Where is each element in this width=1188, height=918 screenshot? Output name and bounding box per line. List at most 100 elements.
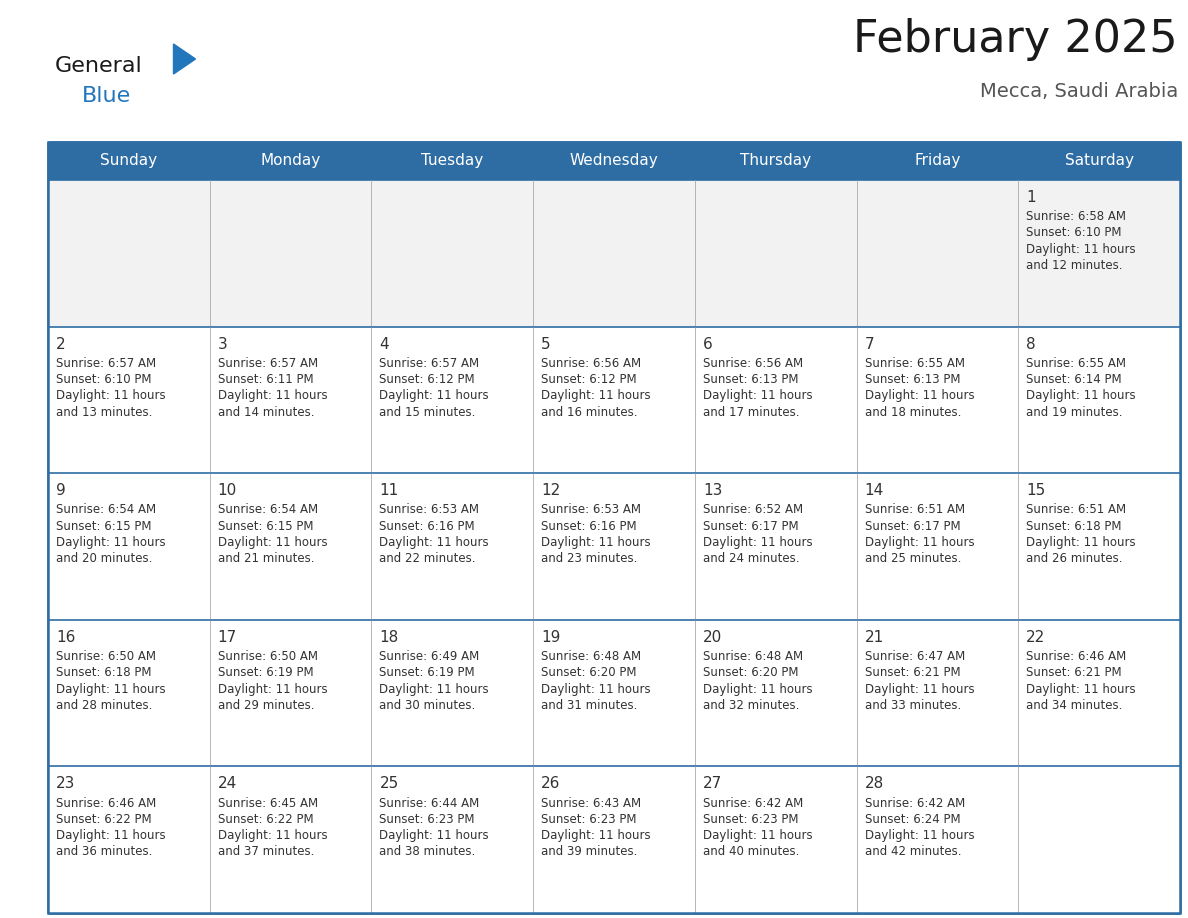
Bar xyxy=(372,620,533,767)
Text: Daylight: 11 hours: Daylight: 11 hours xyxy=(379,389,489,402)
Text: Sunrise: 6:51 AM: Sunrise: 6:51 AM xyxy=(865,503,965,516)
Text: Sunrise: 6:47 AM: Sunrise: 6:47 AM xyxy=(865,650,965,663)
Text: Sunrise: 6:43 AM: Sunrise: 6:43 AM xyxy=(542,797,642,810)
Text: and 31 minutes.: and 31 minutes. xyxy=(542,699,638,711)
Polygon shape xyxy=(173,44,196,74)
Bar xyxy=(1018,767,1180,913)
Text: Daylight: 11 hours: Daylight: 11 hours xyxy=(379,536,489,549)
Bar xyxy=(857,767,1018,913)
Text: Thursday: Thursday xyxy=(740,153,811,169)
Bar xyxy=(533,327,695,473)
Text: 16: 16 xyxy=(56,630,75,644)
Text: Sunrise: 6:57 AM: Sunrise: 6:57 AM xyxy=(56,357,156,370)
Text: 14: 14 xyxy=(865,483,884,498)
Bar xyxy=(695,327,857,473)
Text: Daylight: 11 hours: Daylight: 11 hours xyxy=(542,389,651,402)
Text: Sunset: 6:16 PM: Sunset: 6:16 PM xyxy=(379,520,475,532)
Text: Sunset: 6:23 PM: Sunset: 6:23 PM xyxy=(542,812,637,826)
Text: Sunrise: 6:56 AM: Sunrise: 6:56 AM xyxy=(703,357,803,370)
Text: 9: 9 xyxy=(56,483,65,498)
Text: Sunset: 6:20 PM: Sunset: 6:20 PM xyxy=(542,666,637,679)
Text: Sunset: 6:22 PM: Sunset: 6:22 PM xyxy=(217,812,314,826)
Text: Sunrise: 6:48 AM: Sunrise: 6:48 AM xyxy=(542,650,642,663)
Text: 21: 21 xyxy=(865,630,884,644)
Text: and 23 minutes.: and 23 minutes. xyxy=(542,552,638,565)
Text: Daylight: 11 hours: Daylight: 11 hours xyxy=(865,389,974,402)
Text: Daylight: 11 hours: Daylight: 11 hours xyxy=(703,829,813,842)
Text: Sunrise: 6:49 AM: Sunrise: 6:49 AM xyxy=(379,650,480,663)
Text: Sunrise: 6:46 AM: Sunrise: 6:46 AM xyxy=(56,797,157,810)
Bar xyxy=(210,620,372,767)
Text: and 12 minutes.: and 12 minutes. xyxy=(1026,259,1123,272)
Text: Sunset: 6:12 PM: Sunset: 6:12 PM xyxy=(379,373,475,386)
Bar xyxy=(48,620,210,767)
Text: and 25 minutes.: and 25 minutes. xyxy=(865,552,961,565)
Text: and 22 minutes.: and 22 minutes. xyxy=(379,552,476,565)
Text: Daylight: 11 hours: Daylight: 11 hours xyxy=(56,682,165,696)
Text: Sunrise: 6:57 AM: Sunrise: 6:57 AM xyxy=(217,357,318,370)
Bar xyxy=(857,327,1018,473)
Text: Daylight: 11 hours: Daylight: 11 hours xyxy=(865,829,974,842)
Text: Daylight: 11 hours: Daylight: 11 hours xyxy=(1026,682,1136,696)
Text: 12: 12 xyxy=(542,483,561,498)
Text: and 13 minutes.: and 13 minutes. xyxy=(56,406,152,419)
Text: Sunset: 6:23 PM: Sunset: 6:23 PM xyxy=(379,812,475,826)
Text: and 28 minutes.: and 28 minutes. xyxy=(56,699,152,711)
Text: 10: 10 xyxy=(217,483,236,498)
Text: and 29 minutes.: and 29 minutes. xyxy=(217,699,314,711)
Bar xyxy=(48,142,1180,180)
Text: 27: 27 xyxy=(703,777,722,791)
Bar xyxy=(857,180,1018,327)
Text: Sunrise: 6:57 AM: Sunrise: 6:57 AM xyxy=(379,357,480,370)
Text: Sunrise: 6:54 AM: Sunrise: 6:54 AM xyxy=(56,503,156,516)
Text: Tuesday: Tuesday xyxy=(422,153,484,169)
Text: and 42 minutes.: and 42 minutes. xyxy=(865,845,961,858)
Text: Sunset: 6:17 PM: Sunset: 6:17 PM xyxy=(703,520,798,532)
Text: Daylight: 11 hours: Daylight: 11 hours xyxy=(217,536,328,549)
Text: Sunrise: 6:56 AM: Sunrise: 6:56 AM xyxy=(542,357,642,370)
Text: 15: 15 xyxy=(1026,483,1045,498)
Bar xyxy=(372,767,533,913)
Text: Sunrise: 6:55 AM: Sunrise: 6:55 AM xyxy=(1026,357,1126,370)
Text: Monday: Monday xyxy=(260,153,321,169)
Text: Friday: Friday xyxy=(915,153,961,169)
Bar xyxy=(1018,327,1180,473)
Text: Sunset: 6:13 PM: Sunset: 6:13 PM xyxy=(865,373,960,386)
Text: Daylight: 11 hours: Daylight: 11 hours xyxy=(703,389,813,402)
Bar xyxy=(210,767,372,913)
Text: and 33 minutes.: and 33 minutes. xyxy=(865,699,961,711)
Bar xyxy=(210,180,372,327)
Text: Daylight: 11 hours: Daylight: 11 hours xyxy=(542,536,651,549)
Text: and 24 minutes.: and 24 minutes. xyxy=(703,552,800,565)
Text: 25: 25 xyxy=(379,777,399,791)
Text: 24: 24 xyxy=(217,777,236,791)
Text: Sunset: 6:13 PM: Sunset: 6:13 PM xyxy=(703,373,798,386)
Bar xyxy=(48,180,210,327)
Bar xyxy=(533,180,695,327)
Text: 23: 23 xyxy=(56,777,75,791)
Text: 13: 13 xyxy=(703,483,722,498)
Bar xyxy=(372,327,533,473)
Text: Sunset: 6:10 PM: Sunset: 6:10 PM xyxy=(1026,227,1121,240)
Text: 19: 19 xyxy=(542,630,561,644)
Text: Sunrise: 6:48 AM: Sunrise: 6:48 AM xyxy=(703,650,803,663)
Text: and 16 minutes.: and 16 minutes. xyxy=(542,406,638,419)
Text: Sunset: 6:12 PM: Sunset: 6:12 PM xyxy=(542,373,637,386)
Bar xyxy=(695,767,857,913)
Text: 7: 7 xyxy=(865,337,874,352)
Text: and 40 minutes.: and 40 minutes. xyxy=(703,845,800,858)
Bar xyxy=(857,620,1018,767)
Text: 18: 18 xyxy=(379,630,399,644)
Text: 1: 1 xyxy=(1026,190,1036,205)
Text: Blue: Blue xyxy=(82,86,131,106)
Text: Sunrise: 6:42 AM: Sunrise: 6:42 AM xyxy=(703,797,803,810)
Text: 26: 26 xyxy=(542,777,561,791)
Text: Daylight: 11 hours: Daylight: 11 hours xyxy=(379,682,489,696)
Text: Daylight: 11 hours: Daylight: 11 hours xyxy=(1026,389,1136,402)
Text: and 36 minutes.: and 36 minutes. xyxy=(56,845,152,858)
Bar xyxy=(48,142,1180,913)
Text: 4: 4 xyxy=(379,337,388,352)
Text: Sunrise: 6:58 AM: Sunrise: 6:58 AM xyxy=(1026,210,1126,223)
Text: Sunset: 6:14 PM: Sunset: 6:14 PM xyxy=(1026,373,1121,386)
Text: Sunset: 6:18 PM: Sunset: 6:18 PM xyxy=(1026,520,1121,532)
